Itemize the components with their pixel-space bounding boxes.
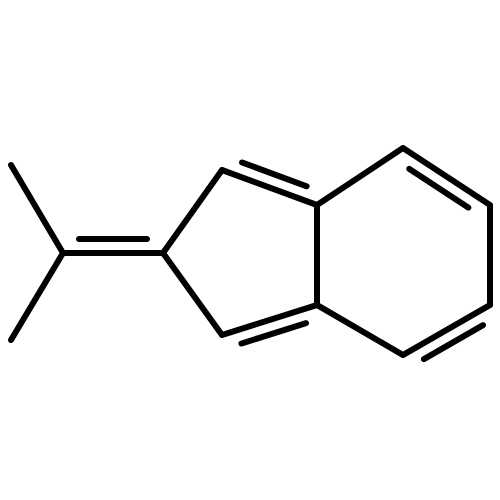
bond-line <box>317 148 403 205</box>
bond-line <box>317 305 403 355</box>
bond-layer <box>11 148 490 359</box>
bond-line <box>11 253 63 340</box>
bond-line <box>11 165 63 253</box>
bond-line <box>163 253 222 335</box>
bond-line <box>163 170 222 253</box>
molecule-diagram <box>0 0 500 500</box>
bond-line <box>424 325 483 359</box>
bond-line <box>222 305 317 335</box>
